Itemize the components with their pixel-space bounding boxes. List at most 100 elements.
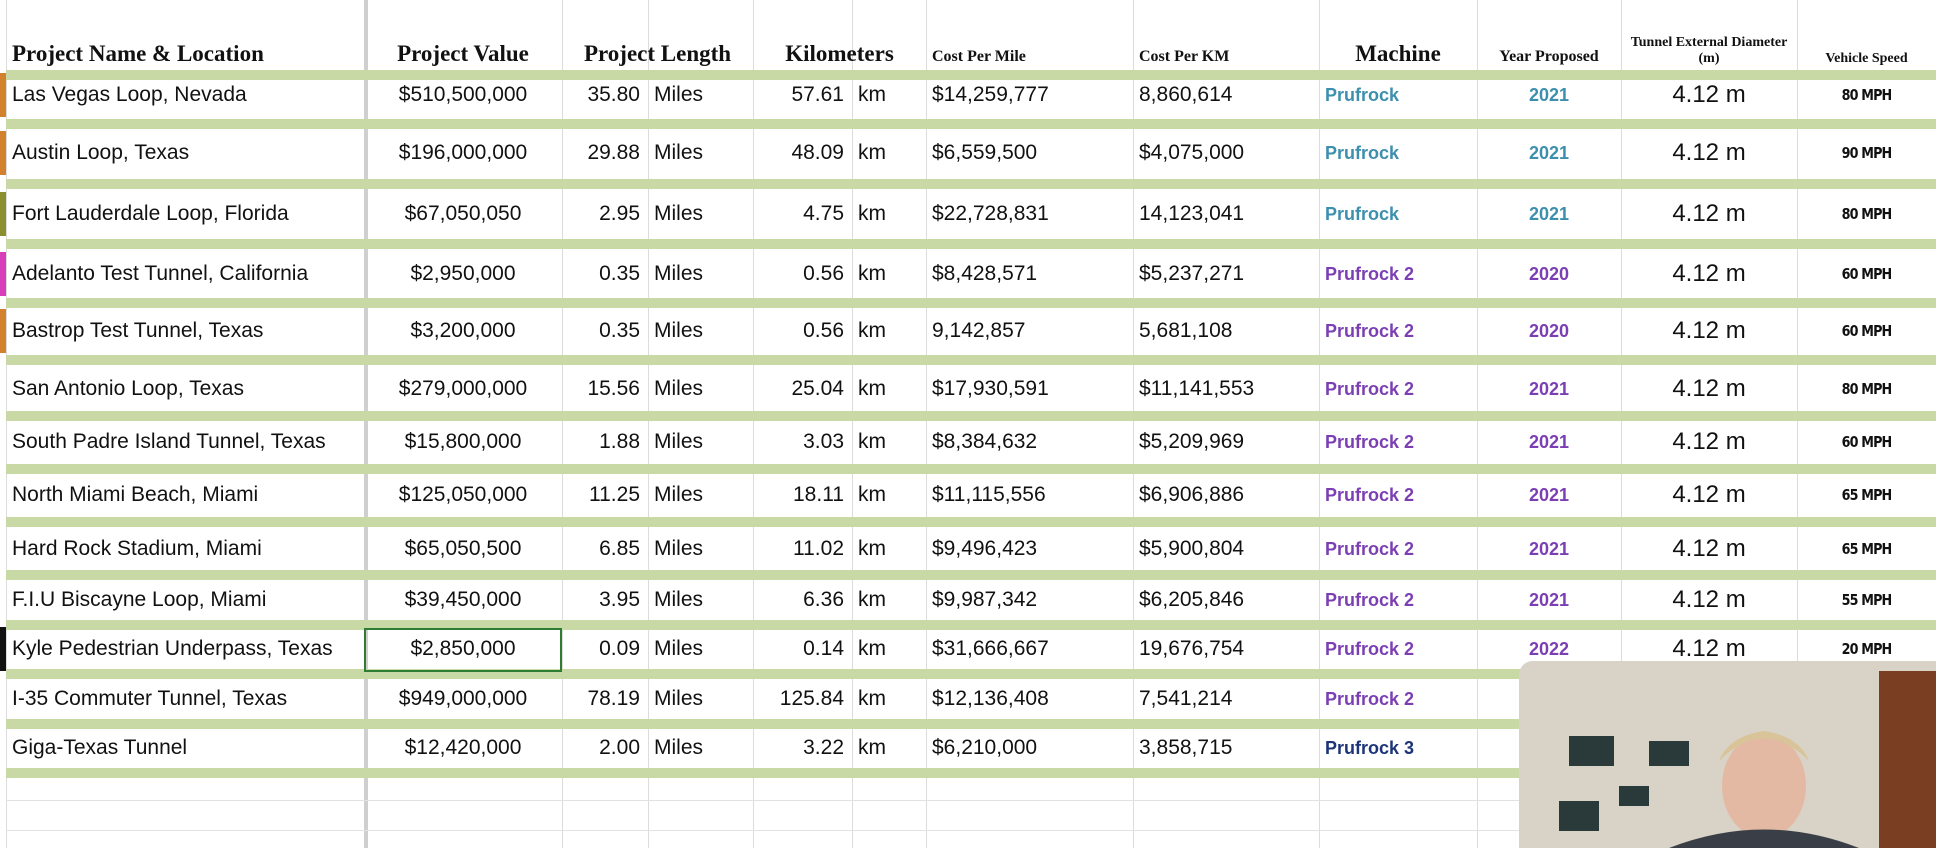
cell[interactable]: Austin Loop, Texas bbox=[12, 141, 190, 164]
cell[interactable]: $196,000,000 bbox=[398, 141, 528, 164]
cell[interactable]: North Miami Beach, Miami bbox=[12, 483, 259, 506]
cell[interactable]: $14,259,777 bbox=[932, 83, 1049, 106]
cell[interactable]: 29.88 bbox=[587, 141, 640, 164]
cell[interactable]: 60 MPH bbox=[1841, 322, 1893, 340]
cell[interactable]: 4.12 m bbox=[1672, 375, 1746, 402]
cell[interactable]: km bbox=[858, 262, 886, 285]
cell[interactable]: $510,500,000 bbox=[398, 83, 528, 106]
cell[interactable]: 90 MPH bbox=[1841, 144, 1893, 162]
cell[interactable]: Miles bbox=[654, 736, 704, 759]
cell[interactable]: Prufrock 2 bbox=[1325, 484, 1415, 505]
cell[interactable]: Prufrock 2 bbox=[1325, 638, 1415, 659]
cell[interactable]: $31,666,667 bbox=[932, 637, 1049, 660]
cell[interactable]: km bbox=[858, 483, 886, 506]
cell[interactable]: 2021 bbox=[1528, 84, 1570, 105]
cell[interactable]: km bbox=[858, 141, 886, 164]
cell[interactable]: 2021 bbox=[1528, 378, 1570, 399]
cell[interactable]: $67,050,050 bbox=[404, 202, 522, 225]
cell[interactable]: 2021 bbox=[1528, 589, 1570, 610]
cell[interactable]: 78.19 bbox=[587, 687, 640, 710]
cell[interactable]: 2021 bbox=[1528, 538, 1570, 559]
cell[interactable]: km bbox=[858, 637, 886, 660]
cell[interactable]: $2,950,000 bbox=[410, 262, 516, 285]
cell[interactable]: Prufrock 2 bbox=[1325, 263, 1415, 284]
cell[interactable]: 0.35 bbox=[599, 319, 640, 342]
cell[interactable]: km bbox=[858, 202, 886, 225]
cell[interactable]: $6,559,500 bbox=[932, 141, 1038, 164]
cell[interactable]: $6,906,886 bbox=[1139, 483, 1245, 506]
cell[interactable]: km bbox=[858, 537, 886, 560]
cell[interactable]: 55 MPH bbox=[1841, 591, 1893, 609]
cell[interactable]: 125.84 bbox=[779, 687, 844, 710]
cell[interactable]: Prufrock 2 bbox=[1325, 431, 1415, 452]
cell[interactable]: Miles bbox=[654, 687, 704, 710]
cell[interactable]: 11.02 bbox=[793, 537, 844, 560]
cell[interactable]: 25.04 bbox=[791, 377, 844, 400]
cell[interactable]: 4.12 m bbox=[1672, 200, 1746, 227]
cell[interactable]: $65,050,500 bbox=[404, 537, 522, 560]
cell[interactable]: 6.36 bbox=[803, 588, 844, 611]
cell[interactable]: $3,200,000 bbox=[410, 319, 516, 342]
cell[interactable]: $9,987,342 bbox=[932, 588, 1038, 611]
cell[interactable]: 3,858,715 bbox=[1139, 736, 1233, 759]
cell[interactable]: $11,141,553 bbox=[1139, 377, 1255, 400]
cell[interactable]: 15.56 bbox=[587, 377, 640, 400]
cell[interactable]: $39,450,000 bbox=[404, 588, 522, 611]
cell[interactable]: 4.12 m bbox=[1672, 139, 1746, 166]
cell[interactable]: $12,420,000 bbox=[404, 736, 522, 759]
cell[interactable]: 2020 bbox=[1528, 320, 1570, 341]
cell[interactable]: km bbox=[858, 319, 886, 342]
cell[interactable]: $4,075,000 bbox=[1139, 141, 1245, 164]
cell[interactable]: 48.09 bbox=[791, 141, 844, 164]
cell[interactable]: South Padre Island Tunnel, Texas bbox=[12, 430, 326, 453]
cell[interactable]: Miles bbox=[654, 483, 704, 506]
cell[interactable]: San Antonio Loop, Texas bbox=[12, 377, 244, 400]
cell[interactable]: $22,728,831 bbox=[932, 202, 1049, 225]
cell[interactable]: km bbox=[858, 83, 886, 106]
cell[interactable]: $6,205,846 bbox=[1139, 588, 1245, 611]
cell[interactable]: 2020 bbox=[1528, 263, 1570, 284]
cell[interactable]: 11.25 bbox=[589, 483, 640, 506]
cell[interactable]: Miles bbox=[654, 319, 704, 342]
cell[interactable]: Miles bbox=[654, 83, 704, 106]
cell[interactable]: Prufrock 2 bbox=[1325, 320, 1415, 341]
cell[interactable]: 4.12 m bbox=[1672, 481, 1746, 508]
cell[interactable]: $5,237,271 bbox=[1139, 262, 1245, 285]
cell[interactable]: Prufrock 2 bbox=[1325, 538, 1415, 559]
cell[interactable]: Prufrock bbox=[1325, 203, 1400, 224]
cell[interactable]: Kyle Pedestrian Underpass, Texas bbox=[12, 637, 333, 660]
cell[interactable]: 0.14 bbox=[803, 637, 844, 660]
cell[interactable]: Prufrock 2 bbox=[1325, 589, 1415, 610]
cell[interactable]: $12,136,408 bbox=[932, 687, 1049, 710]
cell[interactable]: 4.75 bbox=[803, 202, 844, 225]
cell[interactable]: 4.12 m bbox=[1672, 428, 1746, 455]
cell[interactable]: Prufrock bbox=[1325, 84, 1400, 105]
cell[interactable]: 0.56 bbox=[803, 262, 844, 285]
cell[interactable]: $8,384,632 bbox=[932, 430, 1038, 453]
cell[interactable]: 2021 bbox=[1528, 484, 1570, 505]
cell[interactable]: km bbox=[858, 588, 886, 611]
cell[interactable]: $9,496,423 bbox=[932, 537, 1038, 560]
cell[interactable]: 2022 bbox=[1528, 638, 1570, 659]
cell[interactable]: Las Vegas Loop, Nevada bbox=[12, 83, 247, 106]
cell[interactable]: Miles bbox=[654, 377, 704, 400]
cell[interactable]: 60 MPH bbox=[1841, 433, 1893, 451]
cell[interactable]: Miles bbox=[654, 430, 704, 453]
cell[interactable]: F.I.U Biscayne Loop, Miami bbox=[12, 588, 267, 611]
cell[interactable]: 9,142,857 bbox=[932, 319, 1026, 342]
cell[interactable]: 35.80 bbox=[587, 83, 640, 106]
cell[interactable]: Adelanto Test Tunnel, California bbox=[12, 262, 309, 285]
cell[interactable]: 60 MPH bbox=[1841, 265, 1893, 283]
cell[interactable]: Bastrop Test Tunnel, Texas bbox=[12, 319, 264, 342]
cell[interactable]: 2.95 bbox=[599, 202, 640, 225]
cell[interactable]: $8,428,571 bbox=[932, 262, 1038, 285]
cell[interactable]: 6.85 bbox=[599, 537, 640, 560]
cell[interactable]: km bbox=[858, 687, 886, 710]
cell[interactable]: Fort Lauderdale Loop, Florida bbox=[12, 202, 289, 225]
cell[interactable]: Miles bbox=[654, 262, 704, 285]
cell[interactable]: 18.11 bbox=[793, 483, 844, 506]
cell[interactable]: 1.88 bbox=[599, 430, 640, 453]
cell[interactable]: 2.00 bbox=[599, 736, 640, 759]
cell[interactable]: 0.09 bbox=[599, 637, 640, 660]
cell[interactable]: Miles bbox=[654, 202, 704, 225]
